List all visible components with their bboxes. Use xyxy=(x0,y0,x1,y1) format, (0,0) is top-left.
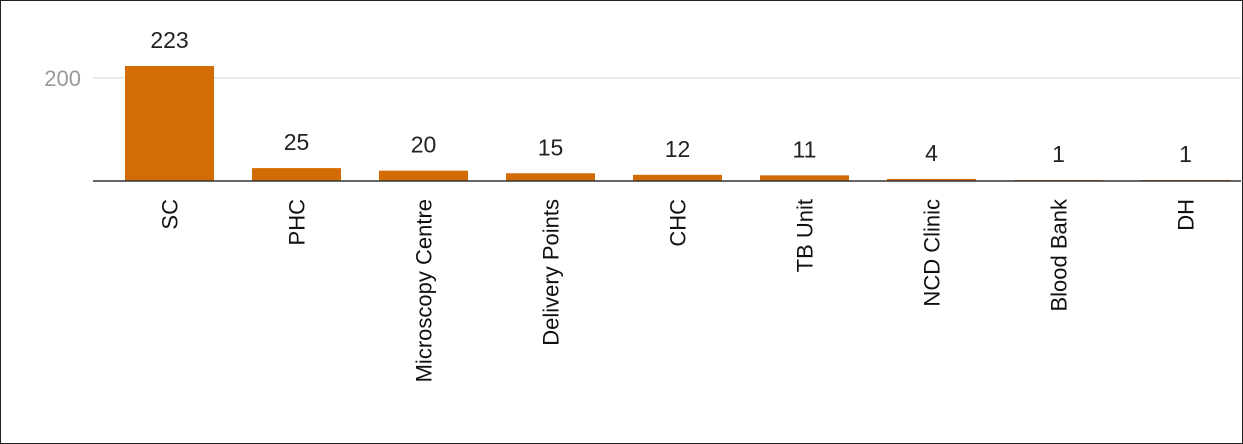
category-label: SC xyxy=(158,199,183,230)
category-label: Microscopy Centre xyxy=(412,199,437,382)
data-label: 1 xyxy=(1179,141,1192,167)
bar-chc[interactable] xyxy=(633,174,722,181)
bar-microscopy-centre[interactable] xyxy=(379,170,468,181)
bar-tb-unit[interactable] xyxy=(760,175,849,181)
data-label: 4 xyxy=(925,140,938,166)
y-tick-labels: 200 xyxy=(44,66,81,91)
bar-delivery-points[interactable] xyxy=(506,173,595,181)
data-label: 25 xyxy=(284,129,310,155)
data-label: 223 xyxy=(150,27,188,53)
category-label: TB Unit xyxy=(793,199,818,272)
category-label: DH xyxy=(1174,199,1199,231)
bar-ncd-clinic[interactable] xyxy=(887,178,976,181)
y-tick-label: 200 xyxy=(44,66,81,91)
data-label: 15 xyxy=(538,134,564,160)
category-label: Blood Bank xyxy=(1047,198,1072,312)
bar-phc[interactable] xyxy=(252,168,341,181)
data-label: 11 xyxy=(793,136,817,162)
bar-sc[interactable] xyxy=(125,66,214,181)
data-label: 12 xyxy=(665,136,691,162)
data-label: 1 xyxy=(1052,141,1065,167)
category-label: CHC xyxy=(666,199,691,247)
category-label: Delivery Points xyxy=(539,199,564,346)
data-label: 20 xyxy=(411,132,437,158)
category-label: NCD Clinic xyxy=(920,199,945,307)
category-labels: SC PHC Microscopy Centre Delivery Points CHC… xyxy=(158,198,1199,382)
category-label: PHC xyxy=(285,199,310,246)
bars xyxy=(125,66,1230,181)
